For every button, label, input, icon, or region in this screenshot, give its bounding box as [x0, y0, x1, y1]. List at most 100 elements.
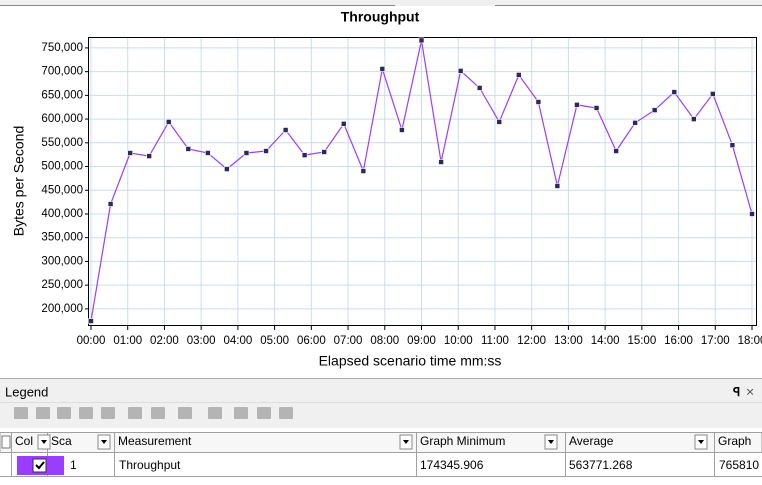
graph-minimum-cell: 174345.906	[420, 458, 484, 472]
y-tick-label: 600,000	[41, 113, 83, 125]
tab-strip	[0, 0, 762, 6]
graph-maximum-cell: 765810	[719, 458, 759, 472]
filter-arrow	[41, 440, 47, 444]
toolbar-button[interactable]	[14, 407, 28, 419]
column-header[interactable]: Measurement	[118, 434, 192, 448]
x-tick-label: 13:00	[554, 335, 583, 347]
y-tick-label: 650,000	[41, 89, 83, 101]
toolbar-button[interactable]	[79, 407, 93, 419]
data-point	[146, 153, 152, 159]
y-tick-label: 300,000	[41, 255, 83, 267]
y-tick-label: 200,000	[41, 303, 83, 315]
x-tick-label: 17:00	[701, 335, 730, 347]
data-point	[749, 211, 755, 217]
data-point	[321, 149, 327, 155]
row-selector	[1, 435, 11, 449]
toolbar-button[interactable]	[128, 407, 142, 419]
toolbar-button[interactable]	[101, 407, 115, 419]
data-point	[476, 85, 483, 91]
data-point	[185, 146, 192, 152]
column-header[interactable]: Average	[569, 434, 614, 448]
data-point	[535, 99, 542, 105]
y-axis-title: Bytes per Second	[11, 126, 27, 237]
checkmark	[35, 461, 45, 470]
x-tick-label: 00:00	[77, 335, 106, 347]
x-tick-label: 04:00	[223, 335, 252, 347]
average-cell: 563771.268	[569, 458, 633, 472]
x-tick-label: 05:00	[260, 335, 289, 347]
y-tick-label: 500,000	[41, 161, 83, 173]
toolbar-button[interactable]	[151, 407, 165, 419]
toolbar-button[interactable]	[36, 407, 50, 419]
data-point	[127, 150, 133, 156]
x-tick-label: 18:00	[738, 335, 762, 347]
x-tick-label: 14:00	[591, 335, 620, 347]
scale-cell: 1	[70, 458, 77, 472]
data-point	[632, 120, 638, 126]
toolbar-button[interactable]	[279, 407, 293, 419]
toolbar-button[interactable]	[178, 407, 192, 419]
column-header[interactable]: Sca	[51, 434, 72, 448]
data-point	[301, 152, 308, 158]
x-tick-label: 12:00	[517, 335, 546, 347]
data-point	[496, 119, 503, 125]
x-tick-label: 09:00	[407, 335, 436, 347]
y-tick-label: 700,000	[41, 66, 83, 78]
x-tick-label: 11:00	[481, 335, 509, 347]
chart-title: Throughput	[341, 9, 420, 25]
toolbar-button[interactable]	[257, 407, 271, 419]
legend-panel-title: Legend	[5, 384, 48, 399]
data-point	[243, 150, 250, 156]
data-point	[107, 201, 114, 207]
toolbar	[14, 407, 293, 419]
data-point	[593, 105, 600, 111]
data-point	[457, 68, 464, 74]
data-point	[379, 66, 386, 72]
data-point	[282, 127, 289, 133]
data-point	[165, 119, 172, 125]
x-tick-label: 10:00	[444, 335, 473, 347]
data-point	[729, 142, 736, 148]
x-axis-title: Elapsed scenario time mm:ss	[319, 353, 502, 369]
y-tick-label: 250,000	[41, 279, 83, 291]
toolbar-button[interactable]	[57, 407, 71, 419]
data-point	[554, 183, 561, 189]
data-point	[574, 102, 580, 108]
x-tick-label: 07:00	[334, 335, 363, 347]
data-point	[613, 148, 619, 154]
data-point	[710, 91, 716, 97]
column-header[interactable]: Graph Minimum	[420, 434, 505, 448]
column-header[interactable]: Col	[15, 434, 33, 448]
data-point	[88, 318, 94, 324]
data-point	[340, 121, 347, 127]
filter-arrow	[548, 440, 554, 444]
data-point	[438, 159, 444, 165]
plot-area	[88, 37, 757, 326]
data-point	[691, 116, 697, 122]
data-point	[418, 37, 425, 44]
y-tick-label: 750,000	[41, 42, 83, 54]
data-point	[671, 89, 678, 95]
measurement-cell: Throughput	[119, 458, 181, 472]
pin-button[interactable]: ꟼ	[733, 385, 740, 399]
column-header[interactable]: Graph	[718, 434, 751, 448]
y-tick-label: 350,000	[41, 232, 83, 244]
checkbox[interactable]	[32, 458, 47, 473]
x-tick-label: 06:00	[297, 335, 326, 347]
data-point	[263, 148, 269, 154]
data-point	[516, 72, 522, 78]
x-tick-label: 08:00	[370, 335, 399, 347]
y-tick-label: 450,000	[41, 184, 83, 196]
close-button[interactable]: ×	[746, 384, 754, 400]
toolbar-button[interactable]	[234, 407, 248, 419]
y-tick-label: 400,000	[41, 208, 83, 220]
y-tick-label: 550,000	[41, 137, 83, 149]
data-point	[224, 166, 230, 172]
x-tick-label: 03:00	[187, 335, 216, 347]
data-point	[651, 107, 658, 113]
toolbar-button[interactable]	[208, 407, 222, 419]
x-tick-label: 16:00	[664, 335, 693, 347]
x-tick-label: 02:00	[150, 335, 179, 347]
x-tick-label: 01:00	[113, 335, 142, 347]
